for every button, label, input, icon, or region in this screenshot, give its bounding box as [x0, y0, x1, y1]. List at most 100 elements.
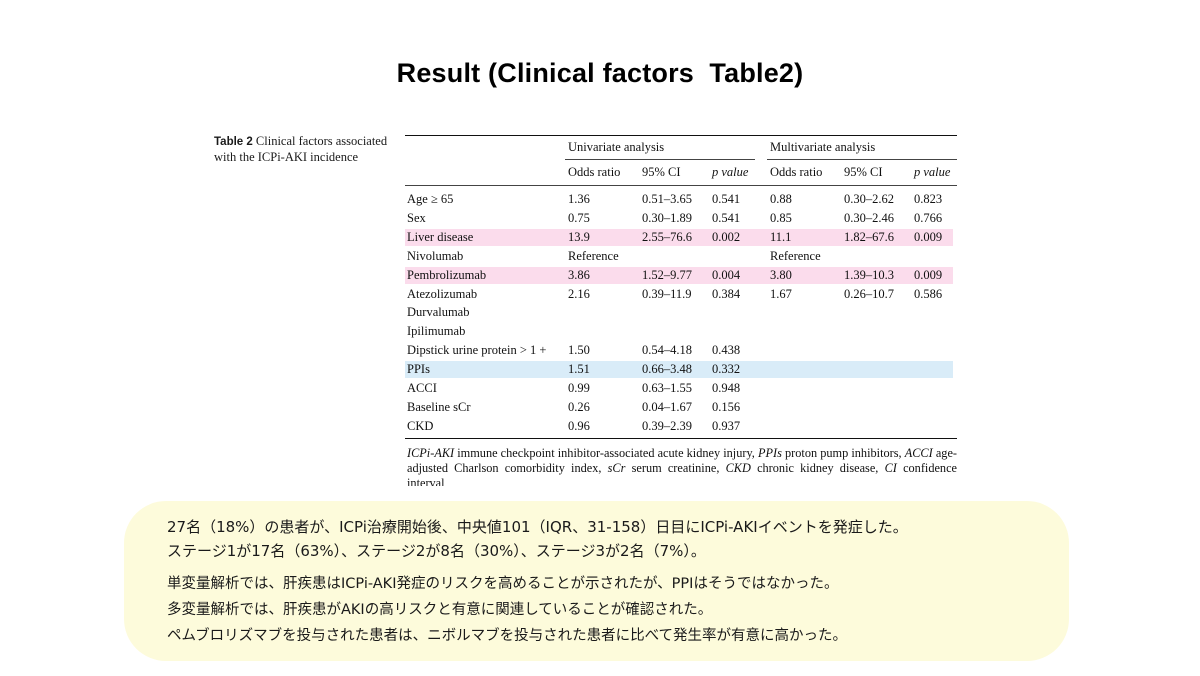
univariate-p-value: 0.438 [712, 343, 741, 358]
footnote-definition: age-adjusted Charlson comorbidity index, [407, 446, 957, 475]
col-header-multivariate-ci: 95% CI [844, 165, 883, 179]
multivariate-p-value: 0.009 [914, 267, 943, 282]
table-row: Baseline sCr 0.26 0.04–1.67 0.156 [405, 399, 953, 416]
row-label: Pembrolizumab [407, 267, 487, 282]
footnote-abbreviation: CKD [725, 461, 751, 475]
table-caption-text: Clinical factors associated with the ICP… [214, 134, 388, 164]
col-header-univariate-odds-ratio: Odds ratio [568, 165, 621, 179]
summary-line-4: 多変量解析では、肝疾患がAKIの高リスクと有意に関連していることが確認された。 [167, 602, 713, 618]
univariate-odds-ratio: 13.9 [568, 229, 590, 244]
univariate-group-header: Univariate analysis [568, 140, 665, 154]
row-label: Age ≥ 65 [407, 192, 454, 206]
table-caption: Table 2 Clinical factors associated with… [214, 134, 389, 165]
univariate-ci: 1.52–9.77 [642, 267, 692, 282]
table-caption-label: Table 2 [214, 136, 253, 148]
table-row: Age ≥ 65 1.36 0.51–3.65 0.541 0.88 0.30–2.62 0… [405, 191, 953, 208]
table-row: Ipilimumab [405, 323, 953, 340]
table-row: Sex 0.75 0.30–1.89 0.541 0.85 0.30–2.46 0.766 [405, 210, 953, 227]
row-label: PPIs [407, 362, 430, 377]
footnote-definition: serum creatinine, [625, 461, 726, 475]
univariate-ci: 2.55–76.6 [642, 229, 692, 244]
multivariate-ci: 1.82–67.6 [844, 229, 894, 244]
multivariate-group-rule [767, 159, 957, 160]
multivariate-odds-ratio: 11.1 [770, 229, 792, 244]
multivariate-odds-ratio: 1.67 [770, 286, 792, 301]
univariate-p-value: 0.156 [712, 399, 741, 414]
table-row: ACCI 0.99 0.63–1.55 0.948 [405, 380, 953, 397]
table-top-rule [405, 135, 957, 136]
univariate-p-value: 0.541 [712, 210, 741, 225]
univariate-group-rule [565, 159, 755, 160]
table-header-rule [405, 185, 957, 186]
univariate-p-value: 0.541 [712, 192, 741, 206]
multivariate-ci: 1.39–10.3 [844, 267, 894, 282]
univariate-odds-ratio: 0.99 [568, 381, 590, 395]
summary-box: 27名（18%）の患者が、ICPi治療開始後、中央値101（IQR、31-158… [124, 501, 1069, 661]
univariate-ci: 0.51–3.65 [642, 192, 692, 206]
univariate-odds-ratio: 3.86 [568, 267, 590, 282]
multivariate-odds-ratio: Reference [770, 248, 821, 263]
summary-line-3: 単変量解析では、肝疾患はICPi-AKI発症のリスクを高めることが示されたが、P… [167, 576, 839, 592]
row-label: Atezolizumab [407, 286, 478, 301]
multivariate-ci: 0.26–10.7 [844, 286, 894, 301]
univariate-ci: 0.39–11.9 [642, 286, 692, 301]
univariate-p-value: 0.332 [712, 362, 741, 377]
univariate-odds-ratio: 1.36 [568, 192, 590, 206]
table-row: Atezolizumab 2.16 0.39–11.9 0.384 1.67 0.26–1… [405, 286, 953, 303]
univariate-odds-ratio: 1.51 [568, 362, 590, 377]
univariate-ci: 0.39–2.39 [642, 418, 692, 433]
univariate-odds-ratio: 0.75 [568, 210, 590, 225]
multivariate-odds-ratio: 3.80 [770, 267, 792, 282]
summary-line-2: ステージ1が17名（63%）、ステージ2が8名（30%）、ステージ3が2名（7%… [167, 542, 706, 560]
footnote-abbreviation: sCr [607, 461, 626, 475]
row-label: Sex [407, 210, 426, 225]
table-row: Nivolumab Reference Reference [405, 248, 953, 265]
multivariate-p-value: 0.823 [914, 192, 943, 206]
univariate-p-value: 0.004 [712, 267, 741, 282]
table-row: PPIs 1.51 0.66–3.48 0.332 [405, 361, 953, 379]
multivariate-odds-ratio: 0.88 [770, 192, 792, 206]
row-label: Nivolumab [407, 248, 464, 263]
row-label: CKD [407, 418, 434, 433]
footnote-definition: immune checkpoint inhibitor-associated a… [454, 446, 758, 460]
summary-line-5: ペムブロリズマブを投与された患者は、ニボルマブを投与された患者に比べて発生率が有… [167, 628, 848, 644]
univariate-p-value: 0.948 [712, 381, 741, 395]
univariate-odds-ratio: 2.16 [568, 286, 590, 301]
univariate-ci: 0.04–1.67 [642, 399, 692, 414]
table-row: Durvalumab [405, 304, 953, 321]
col-header-univariate-p-value: p value [712, 165, 749, 179]
row-label: Dipstick urine protein > 1 + [407, 343, 547, 358]
univariate-p-value: 0.384 [712, 286, 741, 301]
clinical-factors-table: Univariate analysis Multivariate analysi… [405, 126, 957, 486]
multivariate-ci: 0.30–2.62 [844, 192, 894, 206]
multivariate-odds-ratio: 0.85 [770, 210, 792, 225]
multivariate-p-value: 0.009 [914, 229, 943, 244]
univariate-p-value: 0.937 [712, 418, 741, 433]
multivariate-p-value: 0.766 [914, 210, 943, 225]
univariate-p-value: 0.002 [712, 229, 741, 244]
univariate-ci: 0.30–1.89 [642, 210, 692, 225]
table-row: Dipstick urine protein > 1 + 1.50 0.54–4.1… [405, 342, 953, 359]
univariate-ci: 0.66–3.48 [642, 362, 692, 377]
footnote-abbreviation: PPIs [758, 446, 782, 460]
table-bottom-rule [405, 438, 957, 439]
univariate-odds-ratio: 1.50 [568, 343, 590, 358]
multivariate-p-value: 0.586 [914, 286, 943, 301]
multivariate-group-header: Multivariate analysis [770, 140, 876, 154]
footnote-definition: chronic kidney disease, [750, 461, 885, 475]
univariate-odds-ratio: 0.26 [568, 399, 590, 414]
footnote-definition: confidence interval [407, 461, 957, 486]
table-row: Pembrolizumab 3.86 1.52–9.77 0.004 3.80 1.39–… [405, 266, 953, 284]
table-row: Liver disease 13.9 2.55–76.6 0.002 11.1 1.82–… [405, 228, 953, 246]
footnote-abbreviation: ACCI [904, 446, 933, 460]
row-label: ACCI [407, 381, 437, 395]
col-header-multivariate-odds-ratio: Odds ratio [770, 165, 823, 179]
row-label: Ipilimumab [407, 324, 466, 339]
row-label: Baseline sCr [407, 399, 471, 414]
footnote-abbreviation: CI [884, 461, 897, 475]
col-header-univariate-ci: 95% CI [642, 165, 681, 179]
summary-line-1: 27名（18%）の患者が、ICPi治療開始後、中央値101（IQR、31-158… [167, 518, 908, 536]
univariate-odds-ratio: 0.96 [568, 418, 590, 433]
univariate-ci: 0.54–4.18 [642, 343, 692, 358]
col-header-multivariate-p-value: p value [914, 165, 951, 179]
